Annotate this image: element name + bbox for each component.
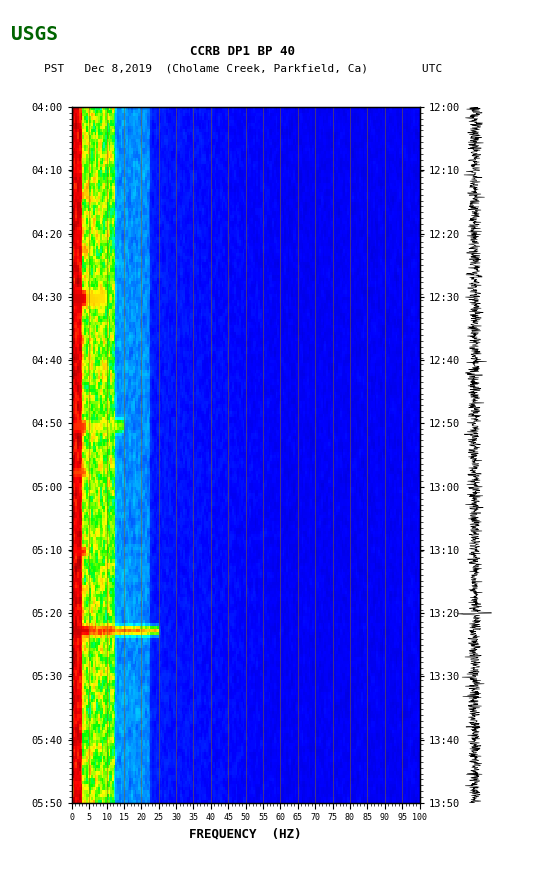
Text: PST   Dec 8,2019  (Cholame Creek, Parkfield, Ca)        UTC: PST Dec 8,2019 (Cholame Creek, Parkfield…	[44, 63, 442, 73]
Text: USGS: USGS	[11, 25, 58, 44]
X-axis label: FREQUENCY  (HZ): FREQUENCY (HZ)	[189, 828, 302, 841]
Text: CCRB DP1 BP 40: CCRB DP1 BP 40	[190, 45, 295, 58]
